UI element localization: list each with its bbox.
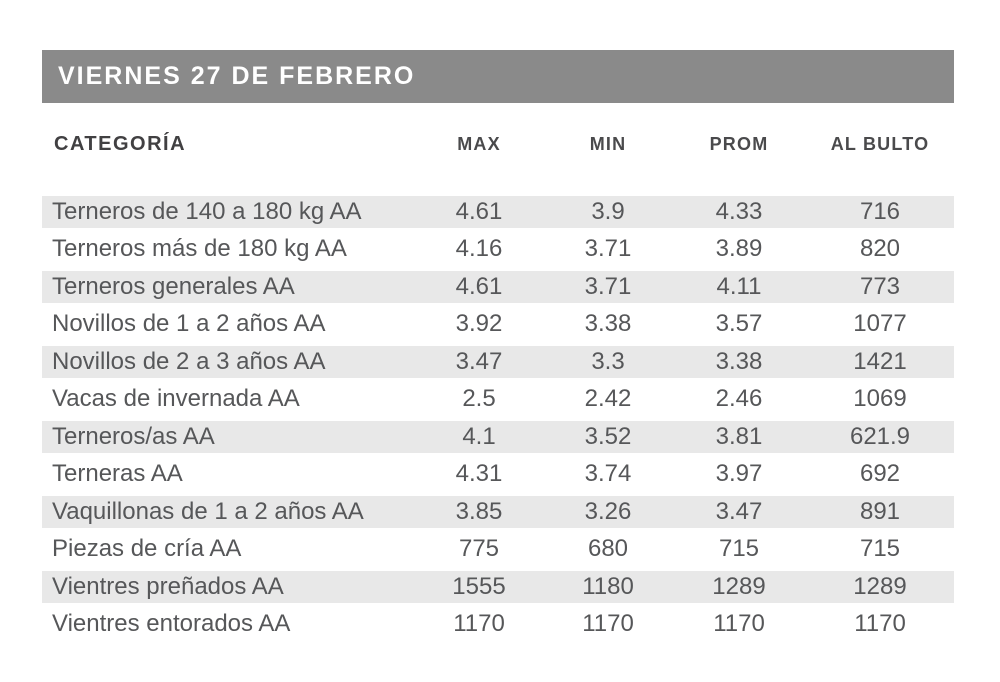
cell-al-bulto: 820 — [859, 235, 901, 263]
table-row: Novillos de 1 a 2 años AA 3.92 3.38 3.57 107… — [42, 306, 954, 344]
table-row: Vientres entorados AA 1170 1170 1170 1170 — [42, 606, 954, 644]
cell-al-bulto: 891 — [859, 497, 901, 525]
cell-max: 3.85 — [455, 497, 503, 525]
cell-category: Terneros de 140 a 180 kg AA — [52, 197, 362, 225]
table-body: Terneros de 140 a 180 kg AA 4.61 3.9 4.33 71… — [42, 193, 954, 643]
cell-al-bulto: 1421 — [853, 347, 907, 375]
cell-al-bulto: 715 — [859, 535, 901, 563]
cell-min: 3.3 — [591, 347, 625, 375]
cell-min: 3.38 — [584, 310, 632, 338]
cell-prom: 3.81 — [715, 422, 763, 450]
table-row: Terneros de 140 a 180 kg AA 4.61 3.9 4.33 71… — [42, 193, 954, 231]
cell-min: 1180 — [582, 572, 634, 600]
cell-min: 3.74 — [584, 460, 632, 488]
cell-min: 3.26 — [584, 497, 632, 525]
table-row: Terneros generales AA 4.61 3.71 4.11 773 — [42, 268, 954, 306]
table-row: Vientres preñados AA 1555 1180 1289 1289 — [42, 568, 954, 606]
cell-min: 3.9 — [591, 197, 625, 225]
cell-prom: 3.47 — [715, 497, 763, 525]
cell-min: 680 — [587, 535, 629, 563]
table-row: Novillos de 2 a 3 años AA 3.47 3.3 3.38 1421 — [42, 343, 954, 381]
cell-al-bulto: 1077 — [853, 310, 907, 338]
cell-prom: 1289 — [712, 572, 766, 600]
cell-al-bulto: 1170 — [854, 610, 906, 638]
cell-category: Piezas de cría AA — [52, 535, 242, 563]
cell-category: Vacas de invernada AA — [52, 385, 300, 413]
table-row: Terneras AA 4.31 3.74 3.97 692 — [42, 456, 954, 494]
cell-category: Terneros/as AA — [52, 422, 215, 450]
table-row: Vacas de invernada AA 2.5 2.42 2.46 1069 — [42, 381, 954, 419]
column-header-al-bulto: AL BULTO — [830, 133, 930, 154]
cell-prom: 2.46 — [715, 385, 763, 413]
cell-max: 2.5 — [462, 385, 496, 413]
cell-max: 3.92 — [455, 310, 503, 338]
cell-min: 3.52 — [584, 422, 632, 450]
table-row: Terneros/as AA 4.1 3.52 3.81 621.9 — [42, 418, 954, 456]
cell-al-bulto: 1289 — [853, 572, 907, 600]
cell-category: Terneros generales AA — [52, 272, 295, 300]
table-row: Vaquillonas de 1 a 2 años AA 3.85 3.26 3.47… — [42, 493, 954, 531]
cell-min: 3.71 — [584, 272, 632, 300]
cell-prom: 715 — [718, 535, 760, 563]
column-header-prom: PROM — [709, 133, 769, 154]
cell-prom: 1170 — [713, 610, 765, 638]
cell-category: Vientres entorados AA — [52, 610, 291, 638]
table-title: VIERNES 27 DE FEBRERO — [58, 62, 416, 90]
cell-category: Terneras AA — [52, 460, 183, 488]
cell-max: 775 — [458, 535, 500, 563]
cell-al-bulto: 621.9 — [849, 422, 911, 450]
column-header-min: MIN — [589, 133, 627, 154]
cell-category: Novillos de 1 a 2 años AA — [52, 310, 326, 338]
table-row: Piezas de cría AA 775 680 715 715 — [42, 531, 954, 569]
cell-max: 1170 — [453, 610, 505, 638]
cell-prom: 3.38 — [715, 347, 763, 375]
cell-min: 3.71 — [584, 235, 632, 263]
cell-min: 1170 — [582, 610, 634, 638]
cell-prom: 3.57 — [715, 310, 763, 338]
cell-max: 4.61 — [455, 272, 503, 300]
title-bar: VIERNES 27 DE FEBRERO — [42, 50, 954, 103]
column-header-max: MAX — [457, 133, 501, 154]
table-row: Terneros más de 180 kg AA 4.16 3.71 3.89 820 — [42, 231, 954, 269]
cell-category: Terneros más de 180 kg AA — [52, 235, 347, 263]
cell-max: 3.47 — [455, 347, 503, 375]
cell-category: Novillos de 2 a 3 años AA — [52, 347, 326, 375]
cell-category: Vaquillonas de 1 a 2 años AA — [52, 497, 364, 525]
cell-category: Vientres preñados AA — [52, 572, 284, 600]
table-header-row: CATEGORÍA MAX MIN PROM AL BULTO — [42, 129, 954, 159]
cell-prom: 4.33 — [715, 197, 763, 225]
cell-prom: 3.89 — [715, 235, 763, 263]
cell-al-bulto: 773 — [859, 272, 901, 300]
cell-max: 1555 — [452, 572, 506, 600]
column-header-categoria: CATEGORÍA — [54, 132, 187, 155]
cell-max: 4.16 — [455, 235, 503, 263]
cell-min: 2.42 — [584, 385, 632, 413]
cell-max: 4.31 — [455, 460, 503, 488]
cell-al-bulto: 692 — [859, 460, 901, 488]
table-container: VIERNES 27 DE FEBRERO CATEGORÍA MAX MIN … — [42, 50, 954, 643]
cell-prom: 4.11 — [716, 272, 762, 300]
cell-max: 4.1 — [462, 422, 496, 450]
cell-max: 4.61 — [455, 197, 503, 225]
cell-al-bulto: 716 — [859, 197, 901, 225]
cell-prom: 3.97 — [715, 460, 763, 488]
cell-al-bulto: 1069 — [853, 385, 907, 413]
